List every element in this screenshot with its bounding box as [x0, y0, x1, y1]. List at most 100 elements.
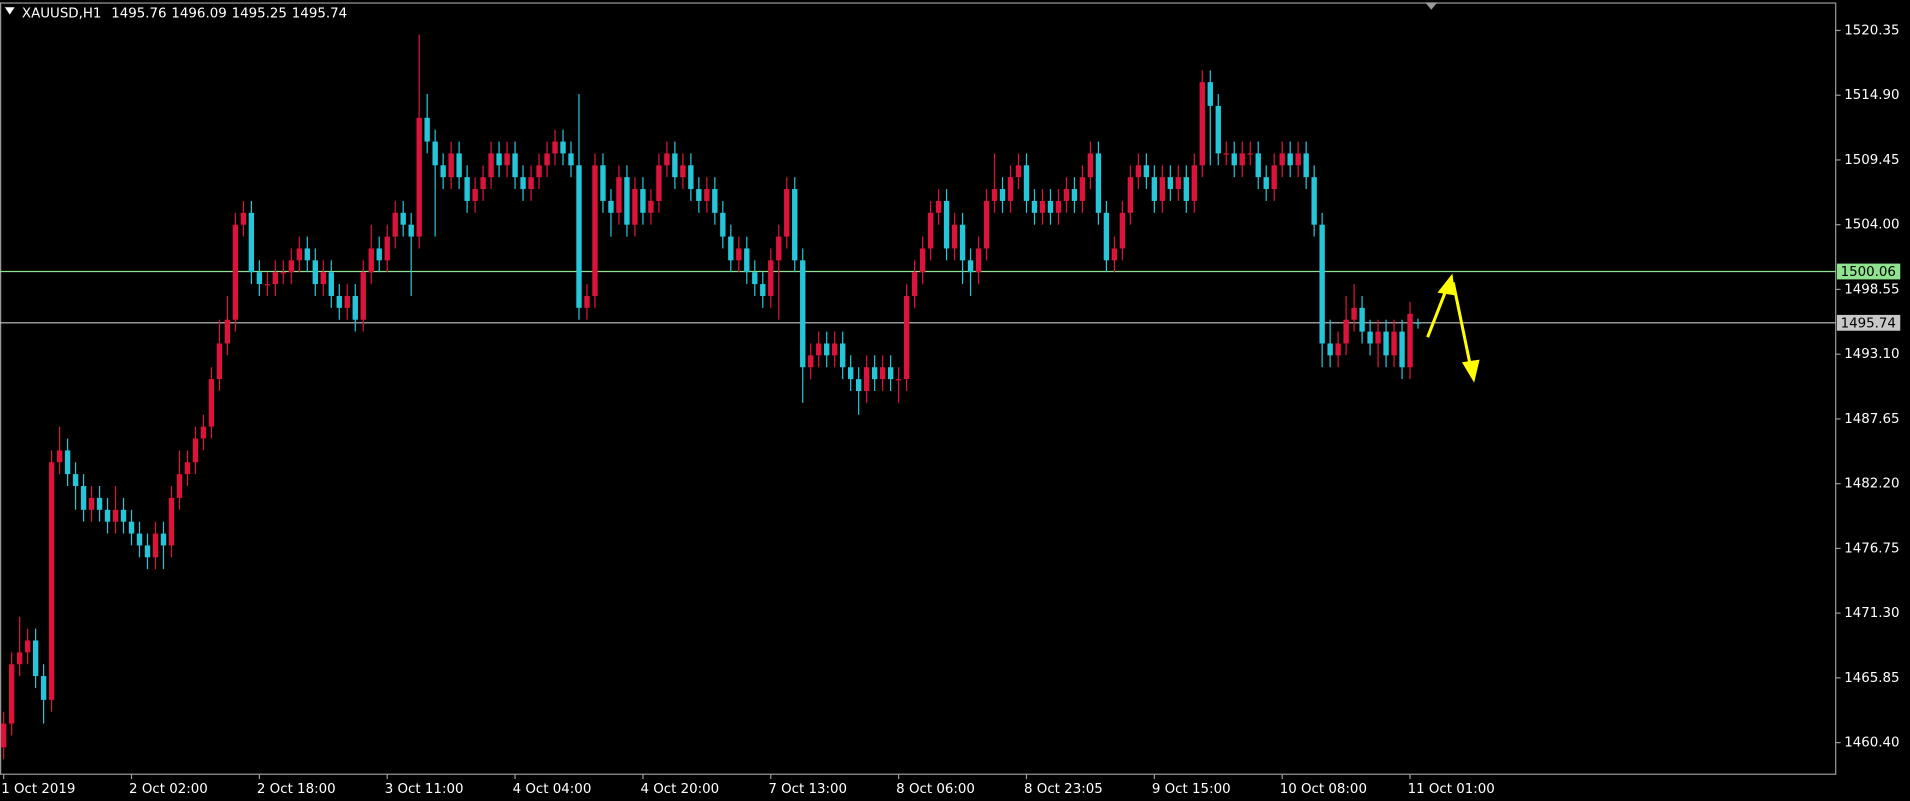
candle-body	[24, 640, 31, 653]
arrow-up	[1426, 286, 1449, 338]
candle-body	[983, 200, 990, 249]
plot-frame	[0, 2, 1837, 775]
candle-body	[296, 248, 302, 261]
candle-body	[1103, 212, 1110, 261]
symbol-title: XAUUSD,H1	[22, 6, 102, 21]
candle-body	[576, 165, 582, 308]
candle-body	[1287, 153, 1293, 166]
candle-body	[0, 723, 7, 748]
candle-body	[704, 189, 710, 201]
candle-body	[792, 189, 798, 261]
candle-body	[911, 272, 918, 296]
y-tick-label: 1504.00	[1844, 218, 1899, 233]
candle-body	[536, 165, 542, 178]
candle-body	[1247, 153, 1253, 155]
candle-body	[1023, 165, 1030, 201]
candle-body	[264, 284, 271, 286]
candle-body	[608, 200, 614, 213]
candle-body	[256, 272, 263, 285]
x-tick-label: 4 Oct 20:00	[640, 782, 719, 797]
candle-body	[1063, 189, 1070, 201]
x-tick-label: 8 Oct 06:00	[896, 782, 975, 797]
candle-body	[72, 474, 79, 487]
candle-body	[1351, 307, 1357, 320]
candles	[0, 34, 1421, 760]
candle-body	[504, 153, 510, 166]
candle-body	[895, 379, 902, 381]
candle-body	[1359, 307, 1365, 332]
candle-body	[808, 355, 814, 368]
candle-body	[312, 260, 318, 285]
candle-body	[512, 153, 518, 178]
candle-body	[48, 462, 55, 700]
candle-body	[248, 212, 255, 273]
candle-body	[624, 177, 630, 225]
x-tick-label: 1 Oct 2019	[1, 782, 75, 797]
candle-body	[1151, 177, 1158, 201]
candle-body	[816, 343, 822, 356]
menu-triangle[interactable]	[4, 7, 15, 15]
candle-body	[824, 343, 830, 356]
header-open: 1495.76	[111, 6, 166, 21]
candle-body	[664, 153, 670, 166]
candle-body	[216, 343, 223, 380]
candle-body	[544, 153, 550, 166]
candle-body	[672, 153, 678, 178]
candle-body	[696, 189, 702, 201]
candle-body	[280, 272, 287, 274]
y-tick-label: 1493.10	[1844, 347, 1899, 362]
candle-body	[392, 212, 398, 237]
candle-body	[959, 224, 966, 261]
candle-body	[520, 177, 526, 190]
candle-body	[448, 153, 454, 178]
candle-body	[1007, 177, 1014, 201]
candle-body	[616, 177, 622, 213]
candle-body	[784, 189, 790, 237]
candle-body	[496, 153, 502, 166]
header-close: 1495.74	[292, 6, 347, 21]
candle-body	[1303, 153, 1309, 178]
candle-body	[1127, 177, 1134, 213]
candle-body	[184, 462, 191, 475]
candle-body	[376, 248, 382, 261]
candle-body	[168, 497, 175, 546]
candle-body	[208, 379, 215, 427]
candle-body	[456, 153, 462, 178]
price-label: 1500.06	[1841, 265, 1896, 280]
candle-body	[736, 248, 742, 261]
candle-body	[855, 379, 862, 391]
candle-body	[1407, 313, 1413, 368]
arrow-down	[1451, 282, 1472, 366]
y-tick-label: 1498.55	[1844, 282, 1899, 297]
x-tick-label: 10 Oct 08:00	[1280, 782, 1367, 797]
candle-body	[432, 141, 438, 166]
candle-body	[104, 509, 111, 522]
header-low: 1495.25	[232, 6, 287, 21]
candle-body	[1263, 177, 1269, 190]
candle-body	[1335, 343, 1341, 356]
candle-body	[1223, 153, 1229, 155]
candle-body	[96, 497, 103, 510]
candle-body	[744, 248, 750, 273]
x-tick-label: 3 Oct 11:00	[385, 782, 464, 797]
candle-body	[1399, 331, 1405, 368]
y-tick-label: 1482.20	[1844, 477, 1899, 492]
candle-body	[1167, 177, 1173, 190]
candle-body	[136, 533, 143, 546]
candle-body	[967, 260, 974, 273]
y-tick-label: 1465.85	[1844, 671, 1899, 686]
candle-body	[1071, 189, 1078, 201]
candle-body	[192, 438, 199, 463]
y-tick-label: 1509.45	[1844, 153, 1899, 168]
candle-body	[1295, 153, 1301, 166]
candle-body	[752, 272, 758, 285]
candle-body	[32, 640, 39, 677]
candle-body	[320, 272, 326, 285]
candle-body	[528, 177, 534, 190]
candle-body	[776, 236, 782, 261]
candle-body	[1119, 212, 1126, 249]
candle-body	[935, 200, 942, 213]
candle-body	[584, 295, 590, 308]
candle-body	[592, 165, 598, 296]
candle-body	[1191, 165, 1197, 201]
